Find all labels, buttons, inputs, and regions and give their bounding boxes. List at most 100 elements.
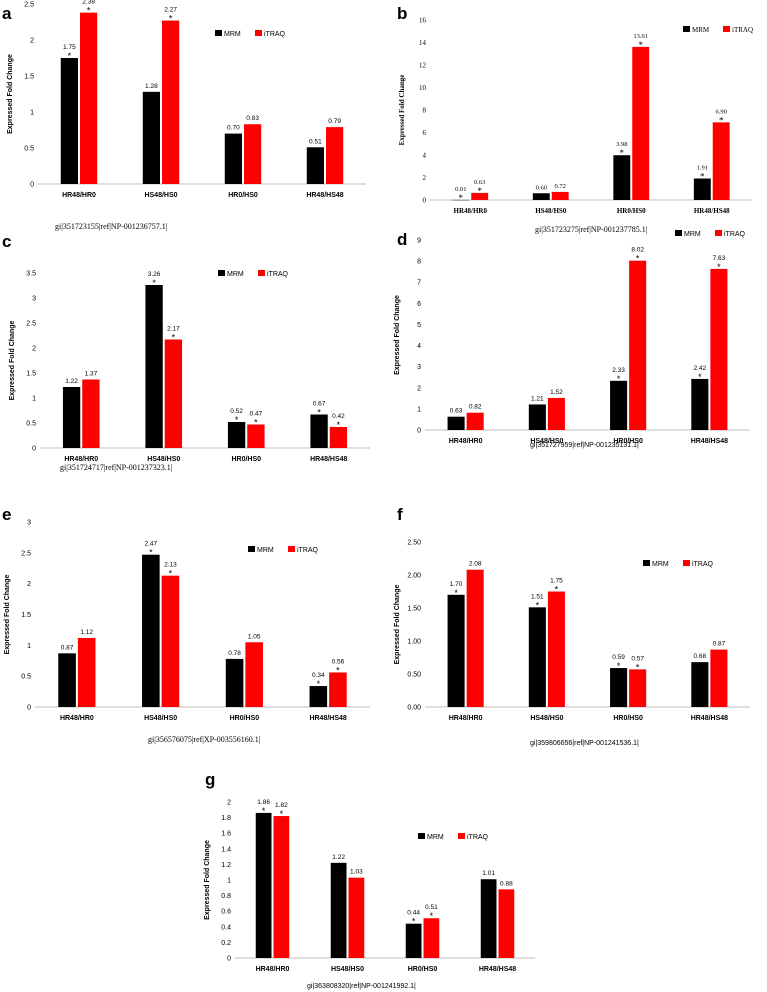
significance-star: * [152, 278, 156, 288]
legend-swatch-mrm [643, 560, 650, 566]
y-tick-label: 1.00 [407, 639, 421, 646]
x-tick-label: HR48/HS48 [694, 207, 730, 215]
significance-star: * [617, 374, 621, 384]
bar-itraq-hs48-hs0 [164, 339, 183, 448]
y-tick-label: 1 [227, 878, 231, 885]
significance-star: * [636, 254, 640, 264]
bar-mrm-hr0-hs0 [610, 668, 628, 707]
bar-itraq-hr0-hs0 [632, 46, 650, 201]
data-label: 2.13 [164, 562, 177, 569]
legend-label-mrm: MRM [684, 231, 701, 238]
significance-star: * [555, 585, 559, 595]
legend-label-mrm: MRM [257, 547, 274, 554]
chart-title: gi|351723275|ref|NP-001237785.1| [535, 225, 648, 234]
data-label: 0.01 [455, 186, 466, 193]
significance-star: * [337, 420, 341, 430]
panel-label: e [2, 505, 12, 524]
y-tick-label: 4 [417, 343, 421, 350]
y-tick-label: 7 [417, 280, 421, 287]
bar-mrm-hr0-hs0 [405, 923, 422, 958]
chart-title: gi|351724717|ref|NP-001237323.1| [60, 463, 173, 472]
x-tick-label: HR48/HS48 [309, 715, 346, 722]
x-tick-label: HR48/HR0 [449, 438, 483, 445]
y-tick-label: 2.50 [407, 540, 421, 547]
chart-title: gi|356576075|ref|XP-003556160.1| [148, 735, 261, 744]
bar-mrm-hr0-hs0 [225, 658, 244, 707]
x-tick-label: HR48/HR0 [64, 456, 98, 463]
y-tick-label: 3 [417, 364, 421, 371]
y-tick-label: 2.5 [24, 2, 34, 9]
y-tick-label: 2 [32, 346, 36, 353]
y-tick-label: 0.5 [24, 146, 34, 153]
x-tick-label: HR48/HS48 [306, 192, 343, 199]
data-label: 0.70 [227, 125, 240, 132]
data-label: 2.38 [82, 0, 95, 6]
legend-label-mrm: MRM [427, 834, 444, 841]
bar-mrm-hr48-hr0 [447, 594, 465, 707]
y-tick-label: 9 [417, 238, 421, 245]
data-label: 2.42 [694, 365, 707, 372]
y-tick-label: 2 [227, 800, 231, 807]
bar-mrm-hr0-hs0 [610, 380, 628, 430]
bar-itraq-hr48-hs48 [498, 889, 515, 958]
significance-star: * [87, 6, 91, 16]
y-tick-label: 1.4 [221, 846, 231, 853]
legend-label-itraq: iTRAQ [692, 561, 714, 568]
bar-itraq-hr48-hs48 [712, 122, 730, 200]
y-tick-label: 3 [27, 520, 31, 527]
bar-itraq-hr48-hs48 [710, 268, 728, 430]
legend-label-itraq: iTRAQ [267, 271, 289, 278]
x-tick-label: HR48/HR0 [449, 715, 483, 722]
bar-itraq-hr48-hs48 [710, 649, 728, 707]
legend-swatch-itraq [458, 833, 465, 839]
bar-itraq-hs48-hs0 [551, 191, 569, 200]
x-tick-label: HS48/HS0 [331, 966, 364, 973]
bar-itraq-hs48-hs0 [161, 575, 180, 707]
data-label: 0.52 [230, 408, 243, 415]
data-label: 0.83 [246, 115, 259, 122]
legend-swatch-mrm [683, 26, 690, 32]
y-axis-label: Expressed Fold Change [394, 295, 401, 375]
bar-mrm-hr48-hr0 [62, 387, 81, 448]
bar-mrm-hs48-hs0 [532, 193, 550, 200]
data-label: 8.02 [631, 247, 644, 254]
data-label: 0.59 [612, 654, 625, 661]
y-tick-label: 2.5 [26, 321, 36, 328]
x-tick-label: HR0/HS0 [228, 192, 258, 199]
legend-swatch-itraq [723, 26, 730, 32]
panel-label: d [397, 230, 408, 249]
legend-swatch-itraq [683, 560, 690, 566]
significance-star: * [235, 415, 239, 425]
data-label: 6.90 [716, 108, 727, 115]
bar-itraq-hr0-hs0 [423, 918, 440, 958]
x-tick-label: HR48/HS48 [310, 456, 347, 463]
y-axis-label: Expressed Fold Change [398, 75, 406, 146]
bar-itraq-hr48-hr0 [80, 12, 98, 185]
bar-mrm-hr48-hs48 [691, 378, 709, 430]
x-tick-label: HR48/HS48 [691, 715, 728, 722]
data-label: 1.75 [63, 44, 76, 51]
data-label: 1.51 [531, 593, 544, 600]
significance-star: * [412, 917, 416, 927]
y-tick-label: 1 [30, 110, 34, 117]
data-label: 0.34 [312, 672, 325, 679]
bar-mrm-hr0-hs0 [224, 133, 242, 184]
bar-itraq-hs48-hs0 [348, 877, 365, 958]
data-label: 2.27 [164, 7, 177, 14]
bar-itraq-hr48-hs48 [329, 427, 348, 448]
y-tick-label: 0 [423, 197, 427, 205]
legend-label-mrm: MRM [692, 26, 710, 34]
y-tick-label: 0 [27, 705, 31, 712]
data-label: 13.61 [633, 33, 648, 40]
data-label: 0.47 [250, 411, 263, 418]
legend-swatch-mrm [675, 230, 682, 236]
y-tick-label: 0.4 [221, 924, 231, 931]
y-tick-label: 8 [423, 107, 427, 115]
significance-star: * [477, 186, 482, 196]
y-tick-label: 1 [417, 406, 421, 413]
y-axis-label: Expressed Fold Change [394, 585, 401, 665]
significance-star: * [638, 40, 643, 50]
data-label: 1.22 [65, 378, 78, 385]
